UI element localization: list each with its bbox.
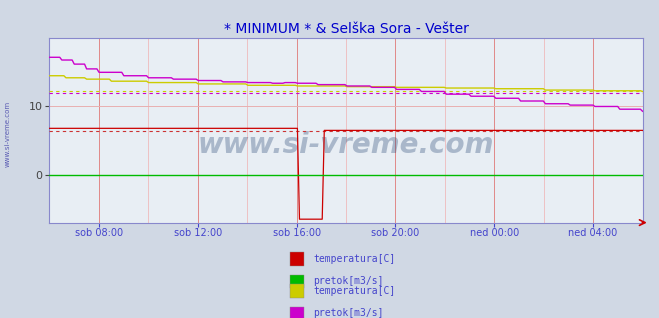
Text: www.si-vreme.com: www.si-vreme.com	[198, 131, 494, 159]
Text: pretok[m3/s]: pretok[m3/s]	[313, 308, 384, 318]
Text: pretok[m3/s]: pretok[m3/s]	[313, 276, 384, 287]
Title: * MINIMUM * & Selška Sora - Vešter: * MINIMUM * & Selška Sora - Vešter	[223, 22, 469, 36]
Text: temperatura[C]: temperatura[C]	[313, 286, 395, 296]
Text: temperatura[C]: temperatura[C]	[313, 254, 395, 264]
Text: www.si-vreme.com: www.si-vreme.com	[5, 100, 11, 167]
